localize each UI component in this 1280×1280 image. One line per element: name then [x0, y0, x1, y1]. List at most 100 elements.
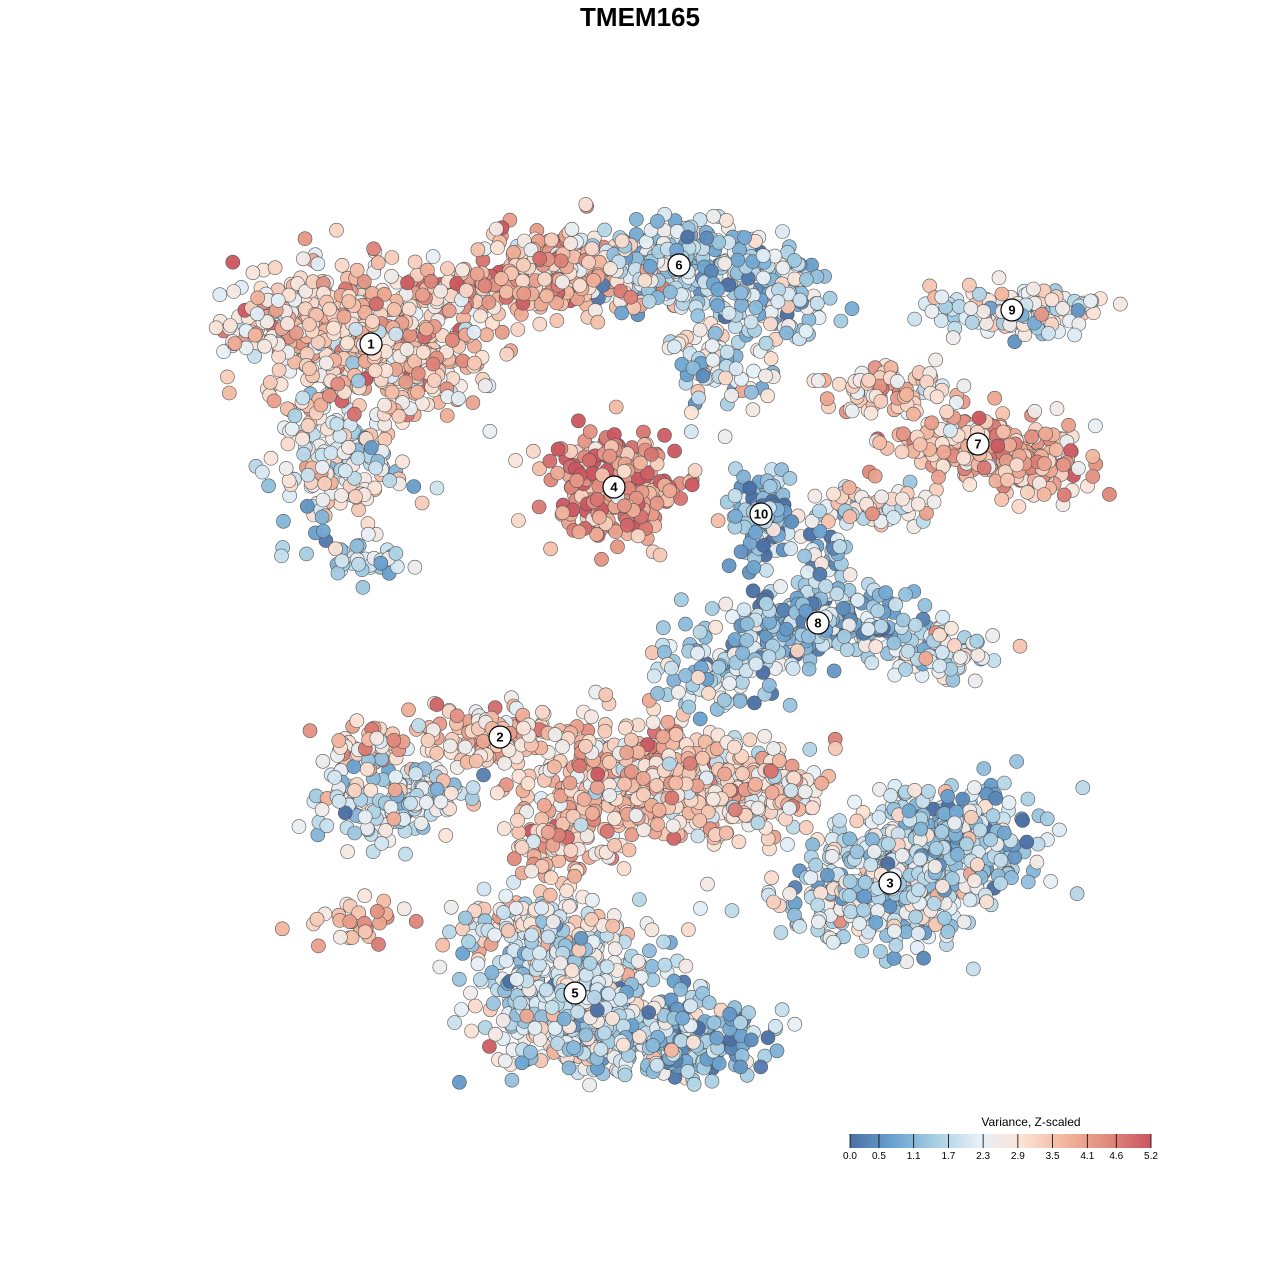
data-point	[683, 424, 699, 440]
data-point	[650, 817, 665, 832]
data-point	[398, 374, 414, 390]
points-layer	[208, 197, 1128, 1093]
data-point	[442, 738, 458, 754]
data-point	[433, 794, 449, 810]
data-point	[820, 514, 836, 529]
data-point	[455, 946, 471, 961]
data-point	[693, 901, 708, 916]
data-point	[497, 1053, 513, 1069]
data-point	[274, 921, 290, 937]
data-point	[473, 308, 488, 324]
data-point	[334, 488, 349, 503]
data-point	[667, 443, 682, 459]
data-point	[582, 424, 598, 440]
data-point	[934, 289, 950, 305]
data-point	[657, 427, 672, 443]
data-point	[979, 894, 995, 910]
data-point	[787, 1016, 803, 1032]
data-point	[705, 352, 721, 368]
data-point	[561, 1060, 577, 1076]
data-point	[687, 463, 703, 478]
data-point	[692, 711, 708, 727]
data-point	[711, 659, 727, 675]
data-point	[407, 254, 423, 270]
data-point	[330, 565, 346, 581]
data-point	[281, 473, 297, 489]
data-point	[842, 567, 858, 583]
data-point	[1029, 854, 1045, 870]
data-point	[544, 232, 559, 248]
data-point	[761, 677, 777, 693]
data-point	[704, 601, 720, 616]
data-point	[756, 270, 771, 286]
data-point	[496, 905, 511, 920]
data-point	[926, 494, 942, 510]
data-point	[704, 338, 720, 354]
data-point	[673, 982, 688, 997]
data-point	[898, 587, 913, 602]
data-point	[452, 1075, 467, 1090]
data-point	[410, 384, 425, 400]
data-point	[886, 635, 902, 651]
data-point	[476, 881, 492, 897]
data-point	[849, 813, 865, 829]
data-point	[683, 998, 698, 1014]
data-point	[346, 759, 362, 775]
data-point	[329, 222, 344, 238]
data-point	[406, 479, 422, 494]
data-point	[263, 450, 279, 466]
data-point	[832, 813, 847, 828]
data-point	[328, 541, 343, 557]
data-point	[398, 846, 413, 862]
data-point	[945, 330, 961, 346]
data-point	[542, 887, 558, 903]
data-point	[924, 415, 940, 431]
data-point	[727, 488, 743, 504]
data-point	[843, 904, 859, 920]
data-point	[495, 1013, 511, 1028]
data-point	[1048, 442, 1064, 458]
data-point	[769, 1043, 785, 1059]
data-point	[910, 496, 926, 512]
data-point	[644, 922, 660, 938]
data-point	[916, 950, 931, 966]
data-point	[971, 410, 987, 426]
data-point	[962, 477, 978, 492]
data-point	[935, 609, 950, 625]
data-point	[267, 260, 283, 276]
data-point	[435, 937, 451, 953]
data-point	[426, 373, 442, 388]
data-point	[847, 794, 862, 810]
data-point	[692, 813, 708, 828]
data-point	[584, 912, 599, 927]
data-point	[532, 461, 547, 477]
data-point	[1113, 296, 1128, 312]
data-point	[496, 821, 512, 836]
data-point	[758, 335, 774, 351]
data-point	[797, 548, 812, 564]
data-point	[226, 284, 241, 299]
data-point	[384, 268, 399, 284]
data-point	[463, 985, 478, 1001]
data-point	[655, 620, 671, 636]
data-point	[1009, 754, 1025, 769]
data-point	[319, 818, 335, 834]
data-point	[291, 819, 307, 834]
data-point	[276, 513, 291, 529]
data-point	[873, 619, 889, 634]
data-point	[722, 676, 737, 691]
data-point	[900, 643, 916, 659]
data-point	[1085, 449, 1101, 464]
data-point	[895, 426, 911, 442]
data-point	[678, 616, 693, 632]
data-point	[665, 818, 681, 834]
data-point	[1069, 886, 1085, 902]
data-point	[641, 293, 657, 309]
data-point	[774, 1002, 790, 1018]
data-point	[995, 406, 1011, 421]
data-point	[534, 900, 549, 916]
data-point	[1056, 457, 1071, 473]
data-point	[504, 1072, 520, 1088]
data-point	[886, 951, 902, 966]
data-point	[489, 785, 505, 801]
